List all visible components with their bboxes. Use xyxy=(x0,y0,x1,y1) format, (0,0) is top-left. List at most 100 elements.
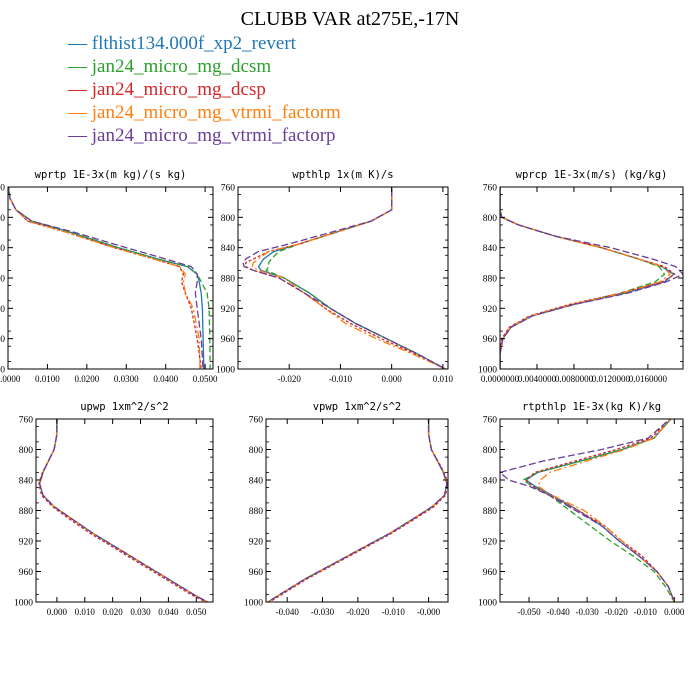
x-tick-label: 0.0400 xyxy=(153,374,178,384)
x-tick-label: -0.030 xyxy=(576,607,600,617)
panel-4: upwp 1xm^2/s^2 760 800 840 880 920 960 1000 0.00… xyxy=(14,401,214,617)
x-tick-label: 0.0100 xyxy=(35,374,60,384)
y-tick-label: 840 xyxy=(483,244,498,254)
y-tick-label: 920 xyxy=(0,305,5,315)
legend-entry: — jan24_micro_mg_vtrmi_factorm xyxy=(68,102,341,123)
panel-2: wpthlp 1x(m K)/s 760 800 840 880 920 960 1000 -0… xyxy=(216,169,454,384)
series-line xyxy=(251,187,446,369)
x-tick-label: -0.020 xyxy=(278,374,302,384)
y-tick-label: 960 xyxy=(483,335,498,345)
series-line xyxy=(525,419,675,602)
x-tick-label: -0.010 xyxy=(382,607,406,617)
y-tick-label: 880 xyxy=(483,507,498,517)
y-tick-label: 840 xyxy=(249,477,264,487)
series-line xyxy=(265,187,446,369)
x-tick-label: 0.0120000 xyxy=(592,374,631,384)
series-line xyxy=(500,187,683,369)
legend-entry: — jan24_micro_mg_dcsm xyxy=(68,56,272,77)
series-line xyxy=(8,187,202,369)
x-tick-label: -0.020 xyxy=(346,607,370,617)
y-tick-label: 880 xyxy=(249,507,264,517)
x-tick-label: -0.020 xyxy=(605,607,629,617)
series-line xyxy=(521,419,675,602)
x-tick-label: 0.030 xyxy=(130,607,151,617)
y-tick-label: 760 xyxy=(483,416,498,426)
series-line xyxy=(38,419,208,602)
legend-label: jan24_micro_mg_dcsp xyxy=(91,79,266,100)
x-tick-label: 0.0000000 xyxy=(481,374,520,384)
y-tick-label: 760 xyxy=(483,184,498,194)
x-tick-label: 0.0500 xyxy=(193,374,218,384)
x-tick-label: 0.0000 xyxy=(0,374,21,384)
x-tick-label: -0.040 xyxy=(276,607,300,617)
panel-title: rtpthlp 1E-3x(kg K)/kg xyxy=(522,401,661,413)
legend-entry: — flthist134.000f_xp2_revert xyxy=(68,33,296,54)
series-line xyxy=(267,419,448,602)
y-tick-label: 840 xyxy=(19,477,34,487)
panel-title: wpthlp 1x(m K)/s xyxy=(292,169,393,181)
y-tick-label: 1000 xyxy=(14,599,33,609)
series-line xyxy=(8,187,201,369)
panel-title: wprtp 1E-3x(m kg)/(s kg) xyxy=(35,169,187,181)
panel-title: vpwp 1xm^2/s^2 xyxy=(313,401,402,413)
y-tick-label: 960 xyxy=(483,568,498,578)
series-line xyxy=(536,419,675,602)
series-line xyxy=(267,419,448,602)
y-tick-label: 880 xyxy=(0,275,5,285)
y-tick-label: 800 xyxy=(0,214,5,224)
panel-title: upwp 1xm^2/s^2 xyxy=(80,401,169,413)
y-tick-label: 920 xyxy=(483,305,498,315)
legend-label: jan24_micro_mg_vtrmi_factorp xyxy=(91,125,336,146)
series-line xyxy=(500,187,675,369)
y-tick-label: 920 xyxy=(221,305,236,315)
y-tick-label: 920 xyxy=(249,538,264,548)
x-tick-label: -0.010 xyxy=(329,374,353,384)
legend-entry: — jan24_micro_mg_dcsp xyxy=(68,79,266,100)
panel-6: rtpthlp 1E-3x(kg K)/kg 760 800 840 880 920 960… xyxy=(478,401,685,617)
y-tick-label: 760 xyxy=(19,416,34,426)
y-tick-label: 1000 xyxy=(0,366,5,376)
y-tick-label: 960 xyxy=(221,335,236,345)
series-line xyxy=(500,187,666,369)
y-tick-label: 760 xyxy=(0,184,5,194)
x-tick-label: -0.000 xyxy=(417,607,441,617)
x-tick-label: -0.040 xyxy=(546,607,570,617)
x-tick-label: 0.0040000 xyxy=(518,374,557,384)
y-tick-label: 960 xyxy=(19,568,34,578)
y-tick-label: 840 xyxy=(483,477,498,487)
x-tick-label: 0.020 xyxy=(103,607,124,617)
y-tick-label: 960 xyxy=(249,568,264,578)
y-tick-label: 840 xyxy=(221,244,236,254)
x-tick-label: 0.0160000 xyxy=(629,374,668,384)
x-tick-label: 0.0200 xyxy=(74,374,99,384)
y-tick-label: 760 xyxy=(221,184,236,194)
x-tick-label: 0.0300 xyxy=(114,374,139,384)
series-line xyxy=(8,187,205,369)
y-tick-label: 880 xyxy=(19,507,34,517)
y-tick-label: 760 xyxy=(249,416,264,426)
series-line xyxy=(524,419,675,602)
y-tick-label: 800 xyxy=(19,446,34,456)
y-tick-label: 800 xyxy=(221,214,236,224)
plot-frame xyxy=(499,418,684,603)
plot-frame xyxy=(35,418,214,603)
plot-frame xyxy=(265,418,449,603)
y-tick-label: 840 xyxy=(0,244,5,254)
x-tick-label: -0.010 xyxy=(634,607,658,617)
x-tick-label: 0.050 xyxy=(186,607,207,617)
legend-entry: — jan24_micro_mg_vtrmi_factorp xyxy=(68,125,336,146)
series-line xyxy=(38,419,208,602)
series-line xyxy=(500,187,676,369)
y-tick-label: 920 xyxy=(19,538,34,548)
plot-frame xyxy=(499,186,684,370)
panel-1: wprtp 1E-3x(m kg)/(s kg) 760 800 840 880 920 9… xyxy=(0,169,218,384)
panel-title: wprcp 1E-3x(m/s) (kg/kg) xyxy=(516,169,668,181)
series-line xyxy=(500,187,672,369)
series-line xyxy=(267,419,448,602)
y-tick-label: 920 xyxy=(483,538,498,548)
series-line xyxy=(242,187,446,369)
x-tick-label: 0.010 xyxy=(75,607,96,617)
plot-frame xyxy=(237,186,449,370)
series-line xyxy=(500,419,675,602)
